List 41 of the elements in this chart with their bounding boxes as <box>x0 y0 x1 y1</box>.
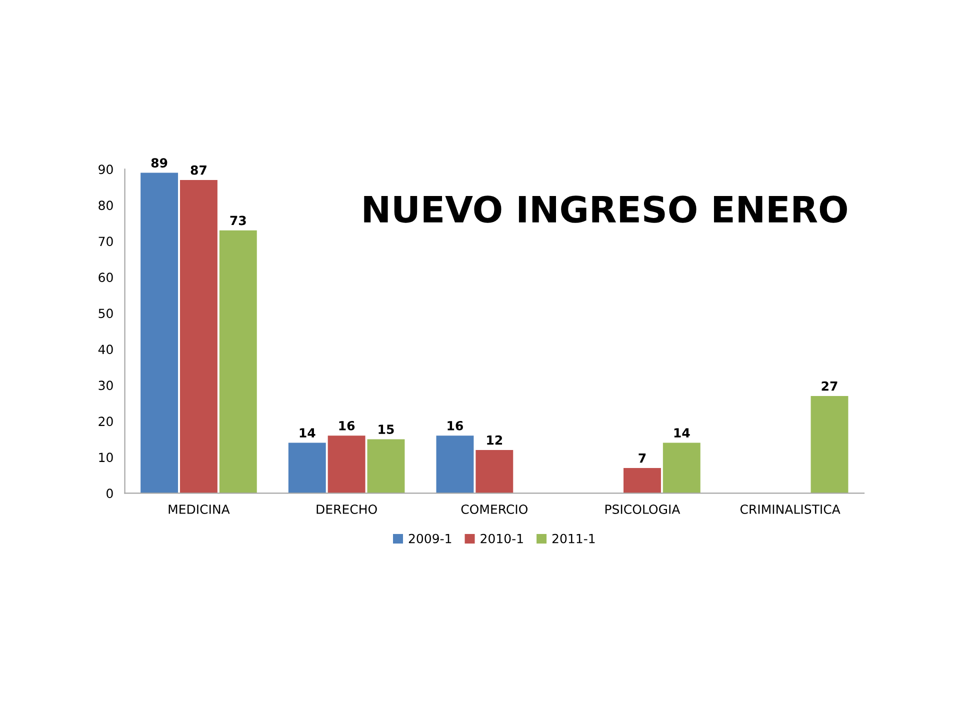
x-tick-label: MEDICINA <box>168 504 230 514</box>
y-tick-label: 10 <box>99 452 113 462</box>
y-tick-label: 90 <box>98 164 113 174</box>
bar <box>624 468 661 494</box>
data-label: 16 <box>339 420 355 430</box>
bar <box>219 230 257 494</box>
data-label: 73 <box>230 216 246 226</box>
bar <box>367 439 405 494</box>
data-label: 89 <box>151 158 168 168</box>
data-label: 16 <box>448 420 463 430</box>
data-label: 87 <box>190 165 206 175</box>
bar <box>662 442 700 494</box>
data-label: 27 <box>822 381 838 391</box>
legend-label: 2009-1 <box>408 534 452 544</box>
y-tick-label: 20 <box>98 416 113 426</box>
data-label: 12 <box>487 435 502 445</box>
bar <box>288 442 326 494</box>
legend-label: 2011-1 <box>552 534 595 544</box>
x-tick-label: DERECHO <box>316 504 377 514</box>
data-label: 14 <box>674 428 690 438</box>
bar <box>810 396 848 494</box>
text: NUEVO INGRESO ENERO <box>364 196 847 223</box>
bar <box>476 450 514 494</box>
legend-label: 2010-1 <box>480 534 523 544</box>
data-label: 7 <box>638 454 646 463</box>
bar <box>140 172 178 494</box>
y-tick-label: 40 <box>98 344 113 354</box>
y-tick-label: 70 <box>98 236 113 246</box>
data-label: 15 <box>378 424 394 434</box>
y-tick-label: 30 <box>98 380 113 390</box>
data-label: 14 <box>300 428 316 438</box>
bar <box>180 180 218 494</box>
y-tick-label: 60 <box>98 272 113 282</box>
y-tick-label: 50 <box>98 308 113 318</box>
bar <box>436 436 474 494</box>
y-tick-label: 80 <box>98 200 113 210</box>
bar <box>328 436 366 494</box>
x-tick-label: CRIMINALISTICA <box>740 504 840 514</box>
x-tick-label: PSICOLOGIA <box>605 504 680 514</box>
y-tick-label: 0 <box>106 488 113 498</box>
x-tick-label: COMERCIO <box>461 504 528 514</box>
